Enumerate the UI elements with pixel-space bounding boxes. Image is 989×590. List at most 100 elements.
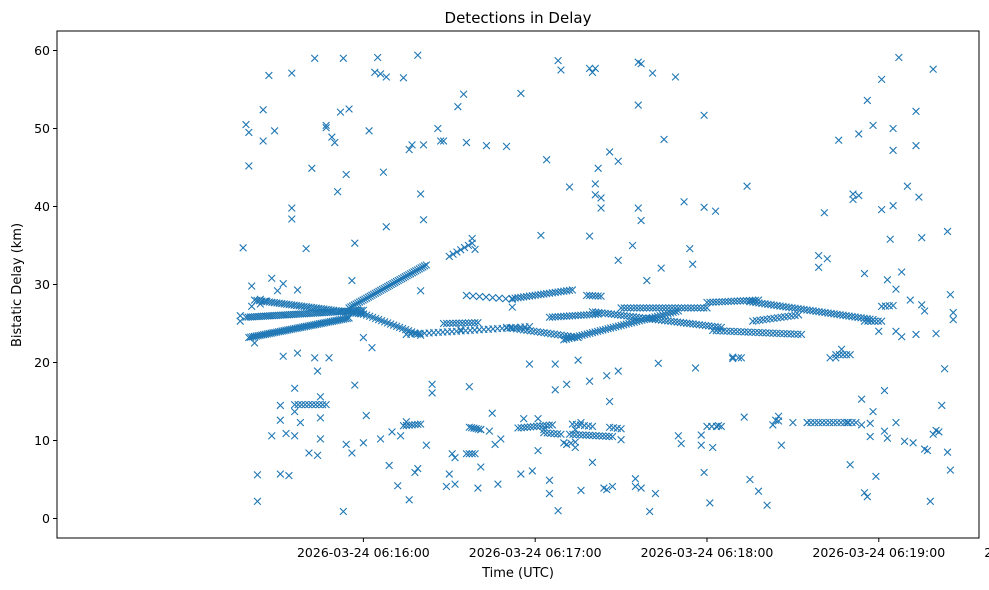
data-point-marker [827,309,835,318]
data-point-marker [697,431,706,439]
data-point-marker [643,276,651,285]
data-point-marker [542,155,551,164]
data-point-marker [782,303,790,311]
data-point-marker [605,148,614,156]
data-point-marker [390,278,399,287]
data-point-marker [779,302,787,311]
data-point-marker [623,304,632,312]
data-point-marker [296,418,305,427]
data-point-marker [690,304,699,312]
data-point-marker [654,316,663,324]
data-point-marker [304,400,313,409]
data-point-marker [846,460,854,469]
data-point-marker [465,423,474,432]
data-point-marker [637,59,645,68]
data-point-marker [631,482,640,491]
data-point-marker [313,367,322,375]
data-point-marker [442,319,451,328]
data-point-marker [379,168,388,176]
y-tick-label: 10 [34,433,50,448]
data-point-marker [553,430,562,438]
data-point-marker [943,227,952,236]
data-point-marker [657,316,666,324]
data-point-marker [290,384,299,393]
data-point-marker [743,182,751,191]
data-point-marker [883,276,892,284]
data-point-marker [495,294,503,302]
data-point-marker [293,286,302,294]
data-point-marker [602,485,611,494]
data-point-marker [297,400,306,409]
data-point-marker [345,304,353,312]
data-point-marker [514,424,522,432]
data-point-marker [371,289,380,298]
data-point-marker [288,69,296,77]
data-point-marker [727,297,736,306]
data-point-marker [673,318,682,326]
data-point-marker [396,275,404,284]
data-point-marker [602,371,611,380]
data-point-marker [364,293,373,301]
data-point-marker [712,326,721,335]
data-point-marker [568,312,577,320]
data-point-marker [394,276,403,285]
data-point-marker [452,319,460,328]
data-point-marker [616,311,625,320]
data-point-marker [385,281,394,290]
data-point-marker [420,262,429,270]
data-point-marker [877,75,886,84]
data-point-marker [701,321,710,330]
data-point-marker [797,305,805,313]
data-point-marker [591,64,600,73]
data-point-marker [517,470,525,478]
data-point-marker [236,317,245,325]
data-point-marker [626,304,635,312]
data-point-marker [578,431,587,439]
data-point-marker [746,475,754,484]
data-point-marker [897,268,906,276]
data-point-marker [937,401,946,410]
data-point-marker [588,291,597,300]
data-point-marker [869,407,877,416]
data-point-marker [568,286,577,294]
data-point-marker [617,304,625,312]
data-point-marker [551,313,560,321]
data-point-marker [403,271,411,280]
data-point-marker [812,307,820,316]
data-point-marker [758,328,767,337]
data-point-marker [711,207,720,215]
data-point-marker [880,386,889,395]
data-point-marker [448,449,456,458]
data-point-marker [929,65,937,74]
data-point-marker [532,422,541,431]
data-point-marker [668,304,676,312]
data-point-marker [839,311,847,320]
data-point-marker [571,438,580,446]
data-point-marker [773,301,781,310]
data-point-marker [343,314,351,323]
data-point-marker [471,449,479,458]
data-point-marker [628,241,637,250]
data-point-marker [550,429,558,438]
data-point-marker [388,428,396,436]
data-point-marker [325,354,333,362]
data-point-marker [730,327,738,336]
data-point-marker [818,308,826,316]
data-point-marker [716,327,724,335]
data-point-marker [674,304,683,312]
data-point-marker [449,250,457,258]
data-point-marker [779,329,788,338]
data-point-marker [821,308,829,317]
data-point-marker [428,389,436,397]
data-point-marker [860,269,869,278]
data-point-marker [276,416,285,425]
data-point-marker [634,204,643,212]
x-tick-label: 2026-03-24 06:16:00 [297,545,430,560]
data-point-marker [333,187,342,196]
data-point-marker [488,293,497,302]
data-point-marker [342,170,350,179]
data-point-marker [419,263,427,271]
data-point-marker [794,311,803,319]
data-point-marker [259,105,267,114]
y-tick-label: 60 [34,43,50,58]
